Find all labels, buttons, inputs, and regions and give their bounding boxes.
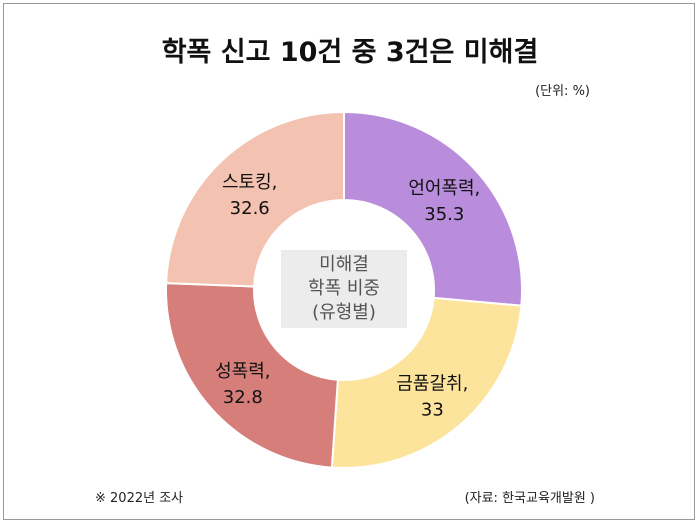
slice-label-3: 성폭력, [215, 361, 270, 382]
chart-title: 학폭 신고 10건 중 3건은 미해결 [161, 37, 539, 68]
footnote: ※ 2022년 조사 [95, 491, 184, 506]
donut-slice-3 [165, 282, 339, 469]
chart-frame [3, 3, 695, 520]
unit-label: (단위: %) [535, 84, 590, 99]
center-label-line-2: 학폭 비중 [308, 278, 380, 299]
source-note: (자료: 한국교육개발원 ) [464, 491, 595, 506]
center-label: 미해결 학폭 비중 (유형별) [281, 250, 407, 328]
donut-slice-2 [330, 296, 523, 469]
slice-value-2: 33 [421, 399, 444, 420]
donut-slice-4 [165, 110, 345, 288]
slice-value-3: 32.8 [223, 387, 263, 408]
slice-value-4: 32.6 [230, 198, 270, 219]
slice-value-1: 35.3 [424, 204, 464, 225]
center-label-line-3: (유형별) [312, 302, 376, 323]
donut-slice-1 [343, 110, 523, 307]
center-label-line-1: 미해결 [319, 254, 369, 275]
slice-label-2: 금품갈취, [396, 373, 468, 394]
slice-label-4: 스토킹, [222, 172, 277, 193]
slice-label-1: 언어폭력, [408, 178, 480, 199]
